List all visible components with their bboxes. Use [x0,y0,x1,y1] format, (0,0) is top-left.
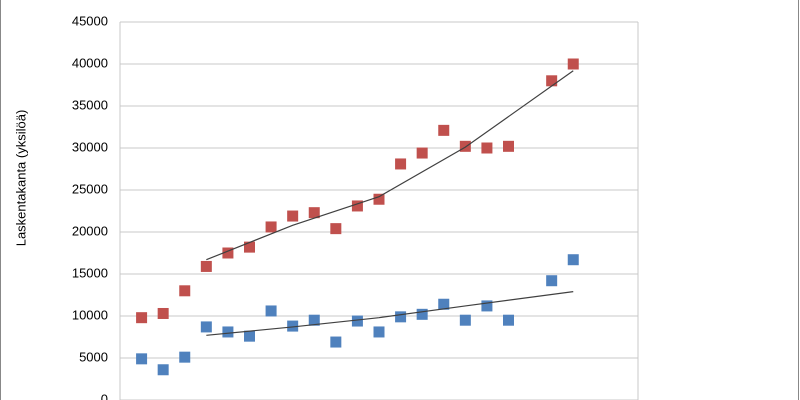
point [438,298,450,310]
point [459,314,471,326]
y-tick-label: 15000 [72,265,108,280]
point [136,353,148,365]
point [200,260,212,272]
y-tick-label: 45000 [72,13,108,28]
point [287,210,299,222]
y-tick-label: 35000 [72,97,108,112]
point [351,315,363,327]
point [179,285,191,297]
point [308,207,320,219]
y-tick-label: 25000 [72,181,108,196]
point [503,314,514,326]
point [136,312,148,324]
point [200,321,212,333]
point [330,223,342,235]
trendline [206,291,574,336]
point [416,308,428,320]
point [416,147,428,159]
y-tick-label: 10000 [72,307,108,322]
point [222,247,234,259]
point [287,320,299,332]
point [265,221,277,233]
point [438,124,450,136]
y-tick-label: 40000 [72,55,108,70]
point [351,200,363,212]
point [395,311,407,323]
y-tick-label: 5000 [79,349,108,364]
point [179,351,191,363]
point [330,336,342,348]
point [222,326,234,338]
point [567,58,579,70]
point [481,142,493,154]
point [546,75,558,87]
point [308,314,320,326]
point [244,330,255,342]
point [373,193,385,205]
point [481,300,493,312]
point [546,275,558,287]
point [157,307,169,319]
point [567,254,579,266]
point [157,364,169,376]
point [373,326,385,338]
y-tick-label: 0 [101,391,108,400]
point [503,140,514,152]
y-axis-label: Laskentakanta (yksilöä) [13,110,28,247]
point [395,158,407,170]
trendline [206,70,574,261]
y-tick-label: 30000 [72,139,108,154]
point [265,305,277,317]
point [459,140,471,152]
point [244,241,255,253]
y-tick-label: 20000 [72,223,108,238]
